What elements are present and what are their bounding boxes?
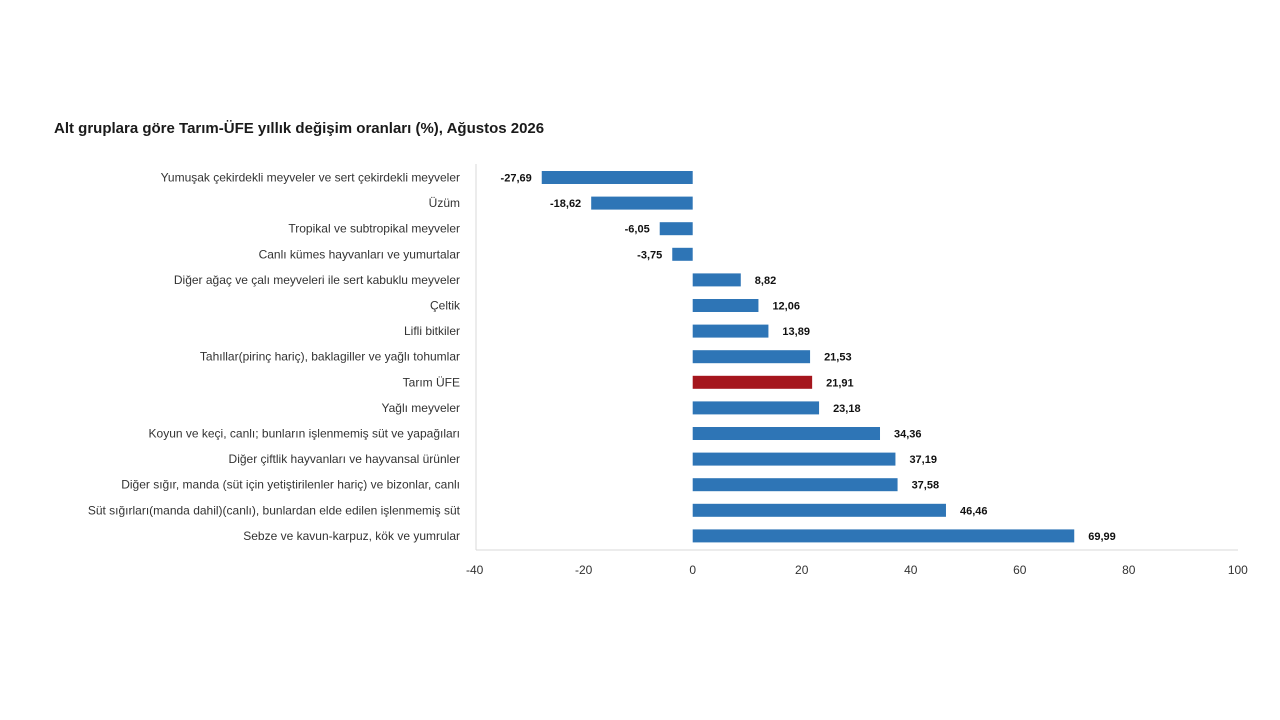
category-label: Diğer çiftlik hayvanları ve hayvansal ür… xyxy=(229,452,460,466)
x-tick-label: 60 xyxy=(1013,563,1027,577)
data-label: 12,06 xyxy=(772,301,800,313)
bar xyxy=(591,196,693,210)
category-label: Tarım ÜFE xyxy=(403,375,460,389)
category-label: Lifli bitkiler xyxy=(404,324,460,338)
chart-title: Alt gruplara göre Tarım-ÜFE yıllık değiş… xyxy=(54,120,545,137)
data-label: 21,91 xyxy=(826,377,854,389)
data-label: -6,05 xyxy=(625,224,650,236)
bar xyxy=(659,222,693,236)
x-tick-label: 80 xyxy=(1122,563,1136,577)
category-label: Yumuşak çekirdekli meyveler ve sert çeki… xyxy=(161,171,460,185)
data-label: 13,89 xyxy=(782,326,810,338)
data-label: 21,53 xyxy=(824,352,852,364)
category-label: Koyun ve keçi, canlı; bunların işlenmemi… xyxy=(149,427,460,441)
category-label: Yağlı meyveler xyxy=(382,401,460,415)
bar xyxy=(692,299,759,312)
category-label: Üzüm xyxy=(429,196,460,210)
bar xyxy=(692,503,946,517)
data-label: 37,58 xyxy=(912,480,940,492)
x-tick-label: 0 xyxy=(689,563,696,577)
bar xyxy=(692,375,813,389)
category-label: Süt sığırları(manda dahil)(canlı), bunla… xyxy=(88,503,461,517)
bar xyxy=(692,529,1075,543)
x-tick-label: 100 xyxy=(1228,563,1248,577)
category-label: Tahıllar(pirinç hariç), baklagiller ve y… xyxy=(200,350,460,364)
x-tick-label: 20 xyxy=(795,563,809,577)
bar xyxy=(692,427,881,440)
bar xyxy=(692,478,898,492)
x-tick-label: -20 xyxy=(575,563,593,577)
x-tick-label: 40 xyxy=(904,563,918,577)
category-label: Canlı kümes hayvanları ve yumurtalar xyxy=(259,247,460,261)
data-label: 69,99 xyxy=(1088,531,1116,543)
data-label: -18,62 xyxy=(550,198,581,210)
category-label: Çeltik xyxy=(430,299,461,313)
bar xyxy=(692,452,896,466)
category-label: Diğer ağaç ve çalı meyveleri ile sert ka… xyxy=(174,273,460,287)
bar xyxy=(692,273,741,287)
data-label: 23,18 xyxy=(833,403,861,415)
bar xyxy=(541,171,693,184)
data-label: 37,19 xyxy=(909,454,937,466)
data-label: -27,69 xyxy=(501,173,532,185)
x-tick-label: -40 xyxy=(466,563,484,577)
category-label: Sebze ve kavun-karpuz, kök ve yumrular xyxy=(243,529,460,543)
bar xyxy=(672,247,693,261)
data-label: 8,82 xyxy=(755,275,776,287)
bar xyxy=(692,324,769,338)
category-label: Diğer sığır, manda (süt için yetiştirile… xyxy=(121,478,460,492)
data-label: 46,46 xyxy=(960,505,988,517)
data-label: 34,36 xyxy=(894,429,922,441)
bar xyxy=(692,401,820,415)
data-label: -3,75 xyxy=(637,249,662,261)
category-label: Tropikal ve subtropikal meyveler xyxy=(288,222,460,236)
bar xyxy=(692,350,811,364)
